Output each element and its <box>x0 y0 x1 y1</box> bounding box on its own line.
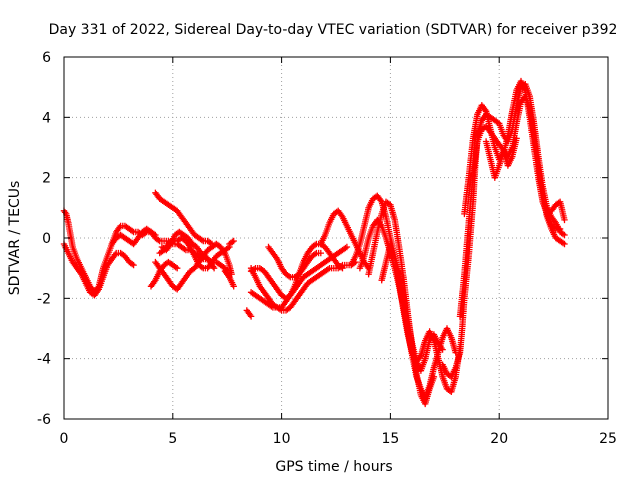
x-tick-label: 10 <box>273 431 291 447</box>
x-tick-label: 25 <box>599 431 617 447</box>
data-point <box>311 250 319 258</box>
data-point <box>343 243 351 251</box>
y-tick-label: -4 <box>37 352 51 368</box>
chart-title: Day 331 of 2022, Sidereal Day-to-day VTE… <box>49 22 618 38</box>
data-point <box>230 237 237 245</box>
axis-ticks: 0 5 10 15 20 25 -6 -4 -2 0 2 4 6 <box>37 50 617 447</box>
y-tick-label: -2 <box>37 291 51 307</box>
y-tick-label: -6 <box>37 412 51 428</box>
data-point <box>561 240 568 248</box>
series-track-12 <box>243 307 255 320</box>
data-point <box>285 273 293 280</box>
data-marks <box>60 77 568 408</box>
x-axis-label: GPS time / hours <box>275 459 392 475</box>
data-point <box>229 238 236 246</box>
grid <box>64 57 608 419</box>
data-point <box>311 241 319 249</box>
data-point <box>339 265 346 272</box>
data-point <box>210 265 218 272</box>
data-point <box>561 216 568 224</box>
series-track-16 <box>265 243 324 281</box>
series-track-25 <box>482 135 520 181</box>
x-tick-label: 5 <box>168 431 177 447</box>
data-point <box>556 225 564 233</box>
data-point <box>513 135 520 142</box>
y-tick-label: 4 <box>42 110 51 126</box>
data-point <box>430 373 438 380</box>
data-point <box>337 264 345 271</box>
y-axis-label: SDTVAR / TECUs <box>7 181 23 296</box>
series-track-11 <box>226 237 237 248</box>
y-tick-label: 6 <box>42 50 51 66</box>
series-track-2 <box>60 240 137 299</box>
y-tick-label: 0 <box>42 231 51 247</box>
series-track-9 <box>147 258 181 290</box>
data-point <box>129 227 136 235</box>
data-point <box>174 265 181 272</box>
data-point <box>230 283 237 290</box>
series-track-8 <box>158 228 218 272</box>
data-point <box>155 236 162 244</box>
y-tick-label: 2 <box>42 171 51 187</box>
data-point <box>317 249 324 257</box>
x-tick-label: 15 <box>381 431 399 447</box>
series-track-3 <box>108 225 155 248</box>
x-tick-label: 0 <box>60 431 69 447</box>
x-tick-label: 20 <box>490 431 508 447</box>
series-track-26 <box>548 198 568 224</box>
data-point <box>561 231 568 239</box>
series-track-24 <box>461 77 564 233</box>
data-point <box>130 261 137 269</box>
data-point <box>129 260 136 268</box>
series-track-4 <box>152 189 216 248</box>
series-track-10 <box>221 268 237 290</box>
data-point <box>247 313 255 320</box>
